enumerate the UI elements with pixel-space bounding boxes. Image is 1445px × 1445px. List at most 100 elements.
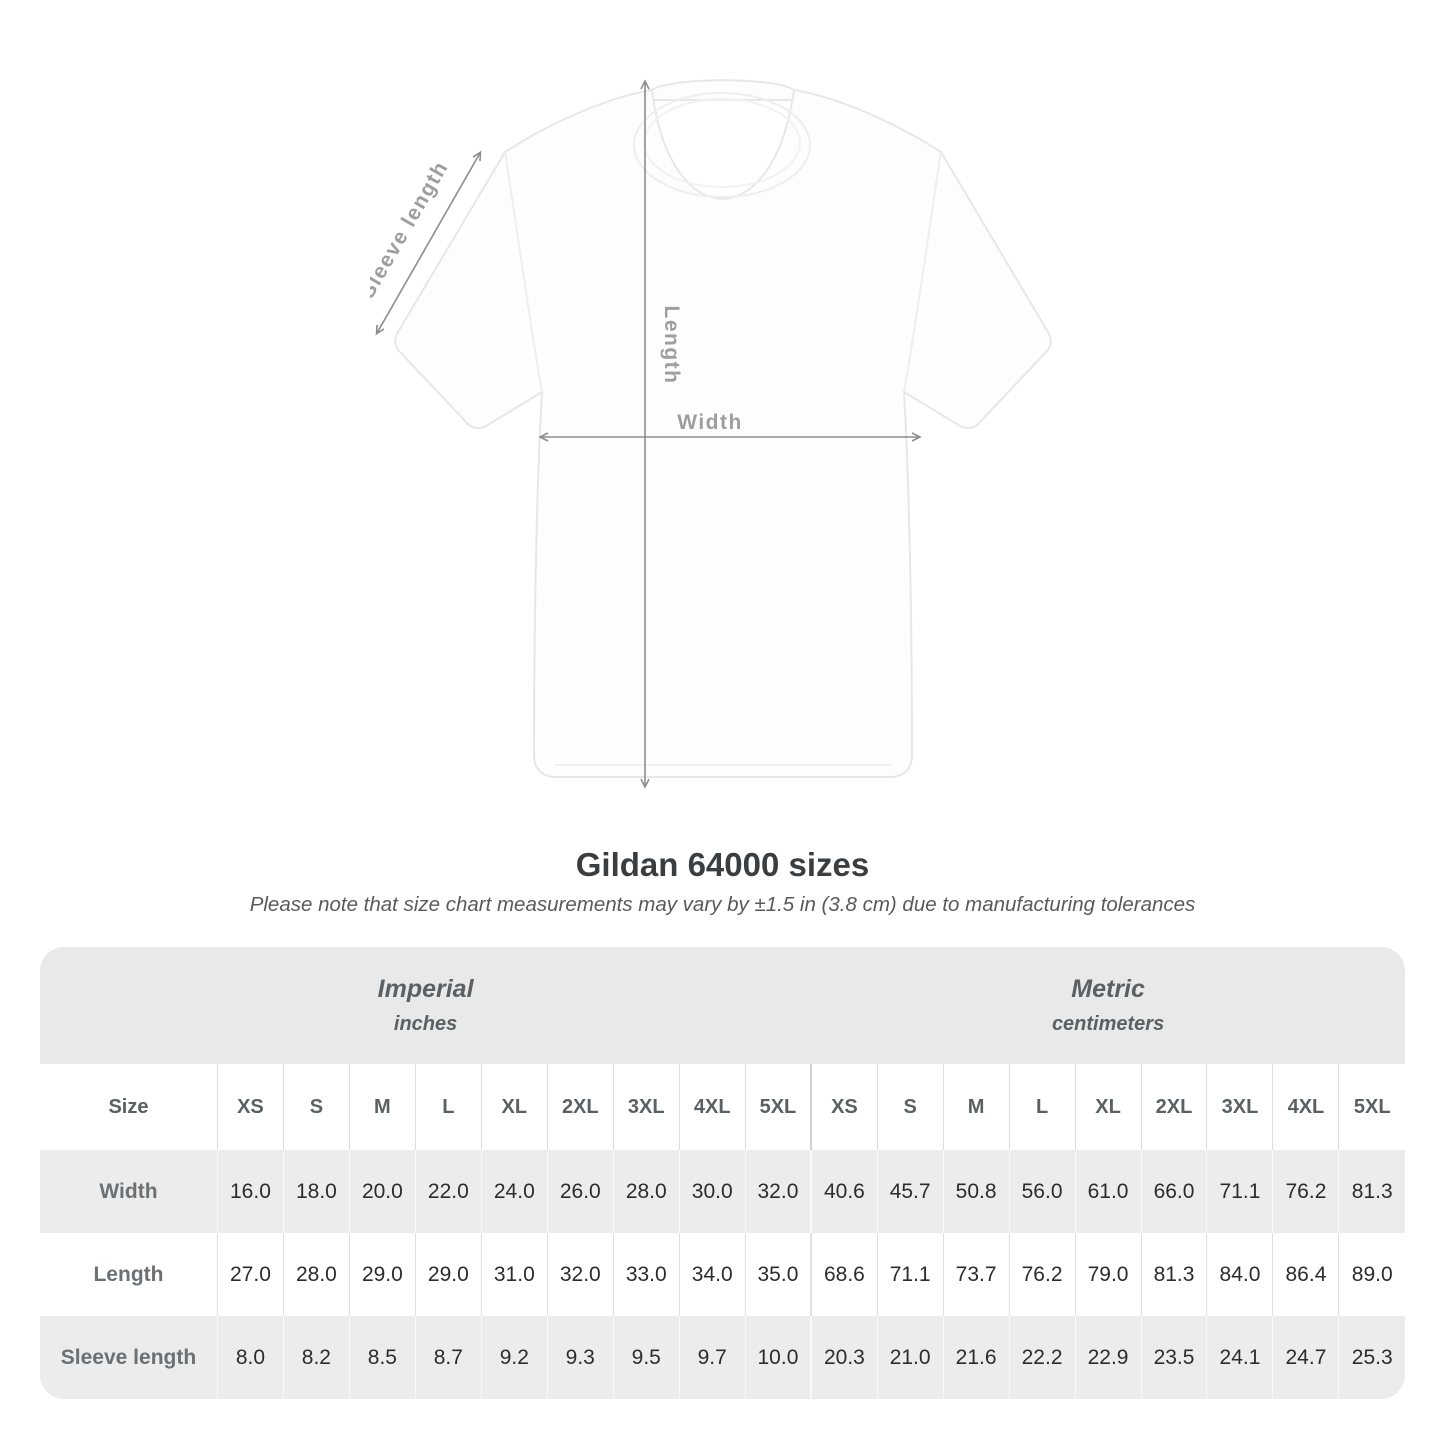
value-cell-imperial-s: 18.0 [282, 1150, 350, 1233]
value-cell-metric-2xl: 81.3 [1140, 1233, 1207, 1316]
row-label: Width [40, 1150, 218, 1233]
value-cell-metric-xs: 40.6 [810, 1150, 878, 1233]
value-cell-metric-xl: 61.0 [1074, 1150, 1142, 1233]
value-cell-metric-xs: 68.6 [810, 1233, 878, 1316]
size-header-metric-xl: XL [1074, 1064, 1142, 1150]
value-cell-imperial-2xl: 9.3 [546, 1316, 614, 1399]
value-cell-imperial-5xl: 35.0 [744, 1233, 812, 1316]
value-cell-imperial-2xl: 26.0 [546, 1150, 614, 1233]
size-header-metric-5xl: 5XL [1338, 1064, 1405, 1150]
value-cell-metric-2xl: 23.5 [1140, 1316, 1207, 1399]
value-cell-metric-m: 21.6 [942, 1316, 1010, 1399]
length-label: Length [660, 306, 683, 385]
tshirt-collar-inner [643, 98, 801, 188]
value-cell-metric-3xl: 84.0 [1206, 1233, 1273, 1316]
table-row-sleeve-length: Sleeve length 8.0 8.2 8.5 8.7 9.2 9.3 9.5 9.7 10.… [40, 1316, 1405, 1399]
value-cell-metric-4xl: 86.4 [1272, 1233, 1339, 1316]
imperial-header: Imperial inches [40, 947, 812, 1064]
value-cell-imperial-5xl: 10.0 [744, 1316, 812, 1399]
value-cell-imperial-4xl: 9.7 [678, 1316, 746, 1399]
value-cell-imperial-4xl: 34.0 [678, 1233, 746, 1316]
page-title: Gildan 64000 sizes [575, 846, 870, 883]
value-cell-metric-5xl: 81.3 [1338, 1150, 1405, 1233]
value-cell-metric-xl: 22.9 [1074, 1316, 1142, 1399]
size-header-metric-3xl: 3XL [1206, 1064, 1273, 1150]
tshirt-measurement-diagram: Sleeve length Length Width [370, 79, 1052, 789]
metric-unit: centimeters [1051, 1013, 1165, 1035]
size-header-imperial-4xl: 4XL [678, 1064, 746, 1150]
table-row-width: Width 16.0 18.0 20.0 22.0 24.0 26.0 28.0 30.0 32.… [40, 1150, 1405, 1233]
value-cell-metric-s: 45.7 [876, 1150, 944, 1233]
value-cell-imperial-3xl: 9.5 [612, 1316, 680, 1399]
row-label: Sleeve length [40, 1316, 218, 1399]
value-cell-imperial-xs: 27.0 [216, 1233, 284, 1316]
value-cell-imperial-2xl: 32.0 [546, 1233, 614, 1316]
width-label: Width [677, 411, 743, 434]
value-cell-metric-l: 76.2 [1008, 1233, 1076, 1316]
value-cell-imperial-xl: 31.0 [480, 1233, 548, 1316]
value-cell-metric-xl: 79.0 [1074, 1233, 1142, 1316]
metric-header: Metric centimeters [811, 947, 1405, 1064]
tolerance-note: Please note that size chart measurements… [249, 893, 1196, 916]
size-header-metric-xs: XS [810, 1064, 878, 1150]
value-cell-imperial-s: 28.0 [282, 1233, 350, 1316]
value-cell-imperial-5xl: 32.0 [744, 1150, 812, 1233]
value-cell-imperial-4xl: 30.0 [678, 1150, 746, 1233]
value-cell-imperial-m: 20.0 [348, 1150, 416, 1233]
table-row-length: Length 27.0 28.0 29.0 29.0 31.0 32.0 33.0 34.0 35… [40, 1233, 1405, 1316]
row-label: Length [40, 1233, 218, 1316]
tshirt-collar-rib [633, 92, 811, 198]
value-cell-metric-3xl: 24.1 [1206, 1316, 1273, 1399]
value-cell-imperial-xl: 24.0 [480, 1150, 548, 1233]
size-header-metric-s: S [876, 1064, 944, 1150]
size-header-imperial-3xl: 3XL [612, 1064, 680, 1150]
size-table: Imperial inches Metric centimeters Size … [40, 947, 1405, 1399]
size-header-imperial-m: M [348, 1064, 416, 1150]
size-header-imperial-2xl: 2XL [546, 1064, 614, 1150]
value-cell-imperial-m: 29.0 [348, 1233, 416, 1316]
imperial-title: Imperial [377, 975, 474, 1003]
value-cell-imperial-s: 8.2 [282, 1316, 350, 1399]
size-header-metric-l: L [1008, 1064, 1076, 1150]
value-cell-metric-m: 73.7 [942, 1233, 1010, 1316]
value-cell-metric-5xl: 89.0 [1338, 1233, 1405, 1316]
value-cell-metric-l: 56.0 [1008, 1150, 1076, 1233]
value-cell-imperial-3xl: 33.0 [612, 1233, 680, 1316]
size-header-row: Size XS S M L XL 2XL 3XL 4XL 5XL XS S M L XL 2XL 3XL 4XL… [40, 1064, 1405, 1150]
value-cell-metric-l: 22.2 [1008, 1316, 1076, 1399]
size-column-header: Size [40, 1064, 218, 1150]
tshirt-back-collar [651, 79, 795, 101]
value-cell-imperial-xs: 16.0 [216, 1150, 284, 1233]
value-cell-imperial-l: 22.0 [414, 1150, 482, 1233]
value-cell-metric-5xl: 25.3 [1338, 1316, 1405, 1399]
value-cell-metric-4xl: 24.7 [1272, 1316, 1339, 1399]
value-cell-imperial-l: 8.7 [414, 1316, 482, 1399]
value-cell-imperial-3xl: 28.0 [612, 1150, 680, 1233]
value-cell-metric-m: 50.8 [942, 1150, 1010, 1233]
size-chart-table: Imperial inches Metric centimeters Size … [40, 947, 1405, 1399]
sleeve-length-arrow [375, 150, 482, 336]
value-cell-metric-xs: 20.3 [810, 1316, 878, 1399]
imperial-unit: inches [393, 1013, 458, 1035]
value-cell-imperial-l: 29.0 [414, 1233, 482, 1316]
size-header-metric-m: M [942, 1064, 1010, 1150]
value-cell-metric-s: 71.1 [876, 1233, 944, 1316]
size-header-imperial-l: L [414, 1064, 482, 1150]
value-cell-imperial-xl: 9.2 [480, 1316, 548, 1399]
size-header-imperial-5xl: 5XL [744, 1064, 812, 1150]
value-cell-imperial-m: 8.5 [348, 1316, 416, 1399]
value-cell-metric-3xl: 71.1 [1206, 1150, 1273, 1233]
size-header-metric-2xl: 2XL [1140, 1064, 1207, 1150]
metric-title: Metric [1071, 975, 1145, 1003]
value-cell-metric-4xl: 76.2 [1272, 1150, 1339, 1233]
value-cell-imperial-xs: 8.0 [216, 1316, 284, 1399]
size-header-imperial-s: S [282, 1064, 350, 1150]
tshirt-left-seam [504, 151, 543, 393]
table-body: Width 16.0 18.0 20.0 22.0 24.0 26.0 28.0 30.0 32.… [40, 1150, 1405, 1399]
value-cell-metric-s: 21.0 [876, 1316, 944, 1399]
tshirt-graphic-svg: Sleeve length Length Width [370, 79, 1052, 789]
value-cell-metric-2xl: 66.0 [1140, 1150, 1207, 1233]
size-header-imperial-xs: XS [216, 1064, 284, 1150]
tshirt-right-seam [903, 151, 942, 393]
